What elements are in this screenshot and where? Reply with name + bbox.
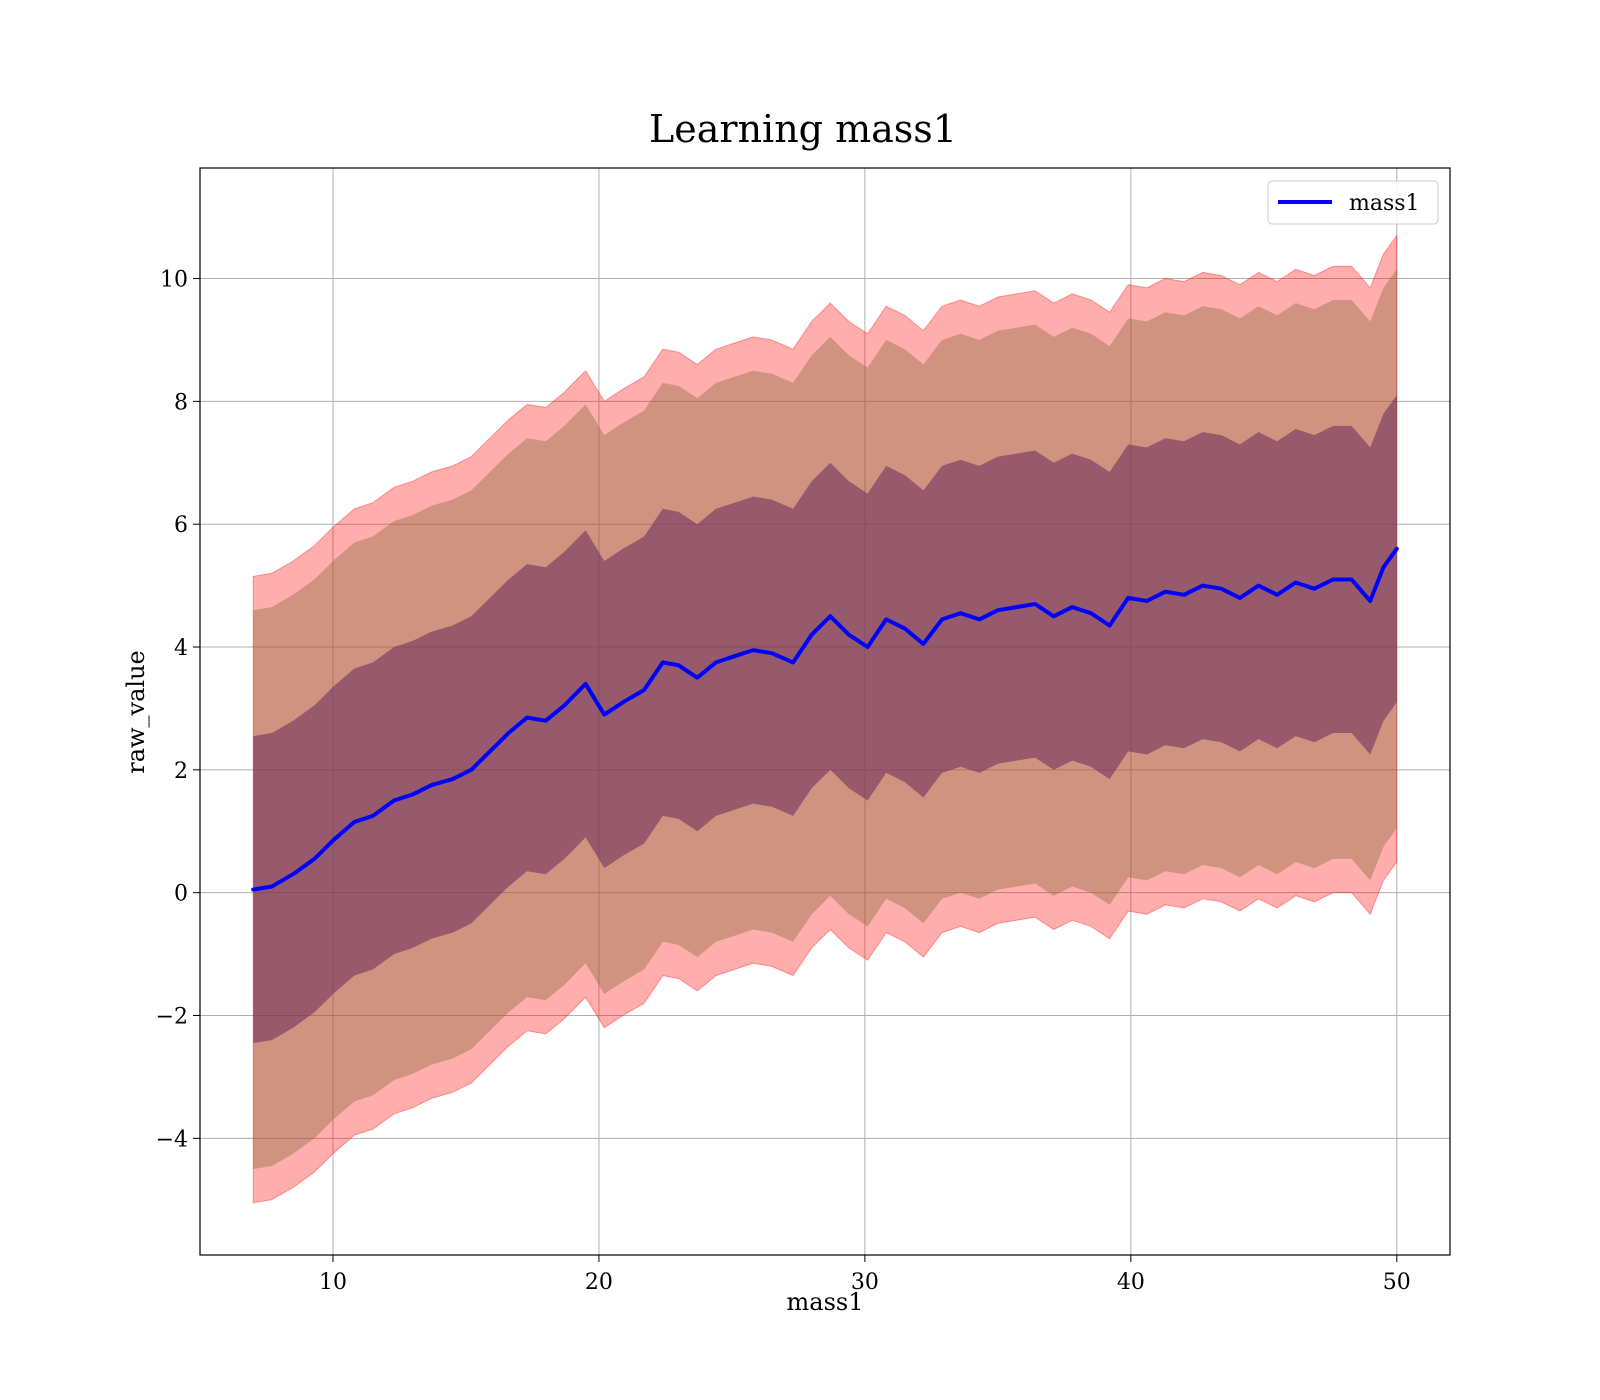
y-axis-ticks: −4 −2 0 2 4 6 8 10 — [156, 268, 200, 1152]
series-line-mass1 — [251, 546, 1399, 892]
legend: mass1 — [1267, 180, 1439, 225]
y-axis-label: raw_value — [122, 650, 150, 774]
y-tick-label: 2 — [174, 759, 188, 784]
y-tick-label: 10 — [160, 268, 188, 293]
x-tick-label: 40 — [1117, 1270, 1145, 1295]
x-tick-label: 10 — [319, 1270, 347, 1295]
y-tick-label: −2 — [156, 1004, 188, 1029]
x-axis-ticks: 10 20 30 40 50 — [319, 1255, 1411, 1295]
legend-box — [1267, 180, 1439, 225]
y-tick-label: −4 — [156, 1127, 188, 1152]
y-tick-label: 4 — [174, 636, 188, 661]
y-tick-label: 8 — [174, 390, 188, 415]
band-inner — [253, 395, 1397, 1044]
legend-label-mass1: mass1 — [1349, 191, 1420, 216]
x-axis-label: mass1 — [787, 1288, 864, 1316]
y-tick-label: 0 — [174, 882, 188, 907]
x-tick-label: 20 — [585, 1270, 613, 1295]
chart-title: Learning mass1 — [649, 107, 957, 151]
confidence-bands — [252, 234, 1398, 1204]
y-tick-label: 6 — [174, 513, 188, 538]
plot-frame — [199, 167, 1451, 1256]
x-tick-label: 30 — [851, 1270, 879, 1295]
x-tick-label: 50 — [1383, 1270, 1411, 1295]
